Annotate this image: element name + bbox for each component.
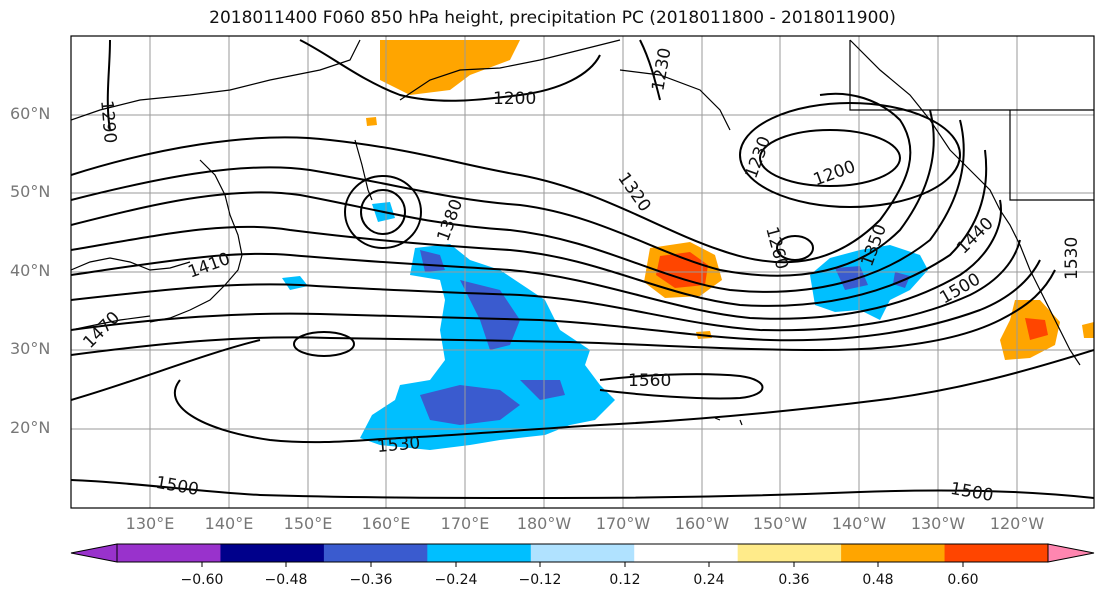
colorbar-bin — [220, 544, 325, 562]
precip-negative-east — [810, 245, 928, 320]
lon-label-130e: 130°E — [125, 514, 175, 533]
colorbar-bin — [530, 544, 635, 562]
colorbar-tick: 0.12 — [609, 572, 641, 588]
colorbar-bin — [841, 544, 946, 562]
precip-negative-small — [282, 202, 395, 290]
height-contours — [71, 39, 1094, 500]
lon-label-150w: 150°W — [752, 514, 808, 533]
lon-label-160w: 160°W — [674, 514, 730, 533]
precip-positive-midpacific-core — [656, 252, 708, 288]
lon-label-170w: 170°W — [595, 514, 651, 533]
colorbar-tick: −0.12 — [518, 572, 562, 588]
lat-label-50n: 50°N — [10, 182, 51, 201]
contour-label-1530-east: 1530 — [1062, 237, 1082, 280]
lon-label-170e: 170°E — [440, 514, 490, 533]
colorbar — [70, 543, 1095, 567]
lat-label-30n: 30°N — [10, 339, 51, 358]
colorbar-bin — [944, 544, 1049, 562]
colorbar-extend-high — [1047, 543, 1095, 563]
contour-label-1200-north: 1200 — [493, 89, 536, 109]
colorbar-bin — [427, 544, 532, 562]
lon-label-160e: 160°E — [361, 514, 411, 533]
colorbar-tick: 0.36 — [778, 572, 810, 588]
contour-label-1530-south: 1530 — [376, 433, 421, 457]
contour-label-1560: 1560 — [628, 371, 671, 391]
colorbar-tick: 0.24 — [693, 572, 725, 588]
precip-negative-central-dark — [420, 250, 565, 425]
colorbar-bin — [323, 544, 428, 562]
colorbar-tick: −0.24 — [434, 572, 478, 588]
colorbar-tick: 0.60 — [947, 572, 979, 588]
lon-label-120w: 120°W — [989, 514, 1045, 533]
lon-label-140e: 140°E — [204, 514, 254, 533]
lat-label-60n: 60°N — [10, 104, 51, 123]
colorbar-tick: −0.36 — [349, 572, 393, 588]
colorbar-tick: 0.48 — [862, 572, 894, 588]
colorbar-tick: −0.60 — [180, 572, 224, 588]
lon-label-150e: 150°E — [283, 514, 333, 533]
lat-label-20n: 20°N — [10, 418, 51, 437]
map-border — [70, 35, 1095, 509]
lon-label-180w: 180°W — [516, 514, 572, 533]
colorbar-bin — [117, 544, 221, 562]
colorbar-extend-low — [70, 543, 118, 563]
lat-label-40n: 40°N — [10, 261, 51, 280]
lon-label-130w: 130°W — [910, 514, 966, 533]
precip-positive-california-core — [1025, 318, 1048, 340]
contour-label-1290: 1290 — [96, 99, 120, 144]
lon-label-140w: 140°W — [831, 514, 887, 533]
colorbar-bin — [634, 544, 739, 562]
colorbar-outline — [116, 543, 1049, 563]
colorbar-bin — [737, 544, 842, 562]
precip-positive-north — [380, 40, 520, 95]
colorbar-tick: −0.48 — [264, 572, 308, 588]
map-title: 2018011400 F060 850 hPa height, precipit… — [209, 8, 896, 28]
